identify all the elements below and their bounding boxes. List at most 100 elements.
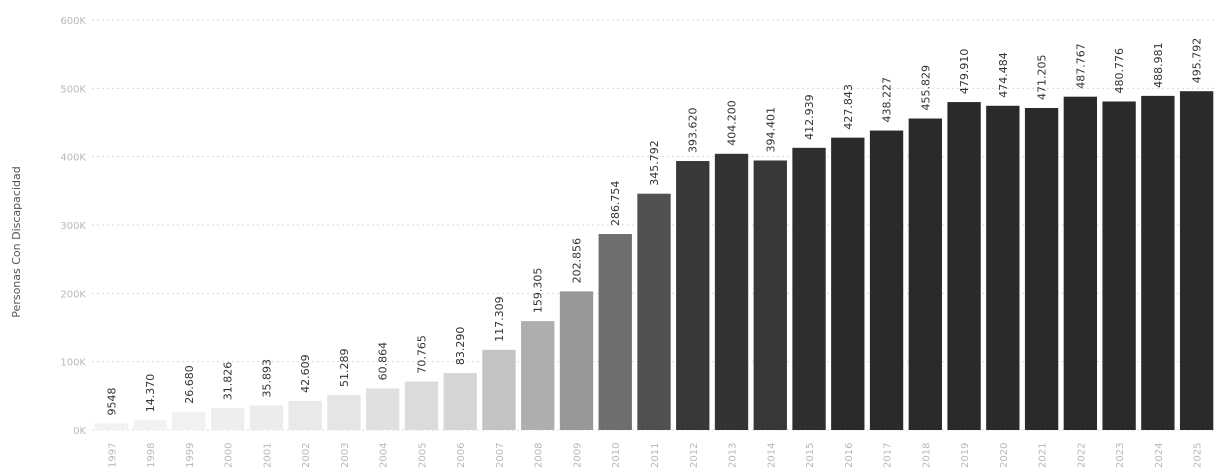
data-label: 427.843 <box>842 84 855 130</box>
data-label: 286.754 <box>609 181 622 227</box>
bar-2009 <box>559 291 594 430</box>
bar-2022 <box>1063 96 1098 430</box>
bar-2008 <box>521 321 555 430</box>
x-tick-label: 2002 <box>301 443 312 468</box>
bar-1998 <box>133 420 167 430</box>
bar-2020 <box>986 105 1020 431</box>
x-tick-label: 2007 <box>495 443 506 468</box>
y-tick-label: 500K <box>60 84 86 95</box>
data-label: 393.620 <box>687 108 700 154</box>
data-label: 83.290 <box>454 327 467 366</box>
data-label: 14.370 <box>144 374 157 413</box>
data-label: 9548 <box>105 387 118 415</box>
bar-2005 <box>404 381 439 430</box>
x-tick-label: 2018 <box>921 443 932 468</box>
x-tick-label: 1997 <box>107 443 118 468</box>
data-label: 487.767 <box>1074 43 1087 89</box>
x-tick-label: 2004 <box>379 443 390 468</box>
x-tick-label: 2024 <box>1154 443 1165 468</box>
x-tick-label: 2023 <box>1115 443 1126 468</box>
data-label: 480.776 <box>1113 48 1126 94</box>
data-label: 26.680 <box>183 365 196 404</box>
x-tick-label: 2011 <box>650 443 661 468</box>
data-label: 438.227 <box>881 77 894 123</box>
data-label: 455.829 <box>919 65 932 111</box>
bar-2023 <box>1102 101 1136 431</box>
bar-2012 <box>676 161 710 430</box>
x-tick-label: 2015 <box>805 443 816 468</box>
bar-2000 <box>210 408 245 430</box>
x-tick-label: 2010 <box>611 443 622 468</box>
bar-2016 <box>831 137 865 430</box>
bar-1999 <box>172 411 206 430</box>
data-label: 488.981 <box>1152 42 1165 88</box>
x-tick-label: 2019 <box>960 443 971 468</box>
bar-2002 <box>288 400 322 430</box>
x-tick-label: 2005 <box>417 443 428 468</box>
x-tick-label: 2021 <box>1038 443 1049 468</box>
x-tick-label: 2013 <box>728 443 739 468</box>
y-axis-ticks: 0K 100K 200K 300K 400K 500K 600K <box>60 16 86 437</box>
data-label: 70.765 <box>415 335 428 374</box>
data-label: 495.792 <box>1191 38 1204 84</box>
data-label: 42.609 <box>299 354 312 393</box>
bar-2017 <box>869 130 904 431</box>
bar-2003 <box>327 394 361 430</box>
bar-2015 <box>792 147 826 430</box>
data-label: 479.910 <box>958 49 971 95</box>
bar-2025 <box>1179 91 1214 430</box>
x-tick-label: 1998 <box>146 443 157 468</box>
y-tick-label: 0K <box>73 426 86 437</box>
data-labels: 9548 14.370 26.680 31.826 35.893 42.609 51.289… <box>105 38 1203 416</box>
x-tick-label: 2016 <box>844 443 855 468</box>
data-label: 471.205 <box>1036 55 1049 101</box>
data-label: 412.939 <box>803 94 816 140</box>
data-label: 60.864 <box>377 342 390 381</box>
bar-2011 <box>637 193 671 430</box>
y-axis-label: Personas Con Discapacidad <box>10 166 23 317</box>
y-tick-label: 300K <box>60 221 86 232</box>
bar-2006 <box>443 373 477 430</box>
x-axis-ticks: 1997 1998 1999 2000 2001 2002 2003 2004 2005 2006… <box>107 443 1203 468</box>
bars <box>94 91 1214 431</box>
bar-1997 <box>94 423 129 430</box>
x-tick-label: 2006 <box>456 443 467 468</box>
bar-2024 <box>1141 95 1175 431</box>
x-tick-label: 2003 <box>340 443 351 468</box>
bar-2004 <box>366 388 400 430</box>
x-tick-label: 2025 <box>1193 443 1204 468</box>
y-tick-label: 400K <box>60 153 86 164</box>
bar-2018 <box>908 118 942 431</box>
x-tick-label: 2012 <box>689 443 700 468</box>
x-tick-label: 2017 <box>883 443 894 468</box>
data-label: 159.305 <box>532 268 545 314</box>
x-tick-label: 2014 <box>766 443 777 468</box>
y-tick-label: 200K <box>60 289 86 300</box>
bar-2013 <box>714 153 749 430</box>
bar-2014 <box>753 160 787 430</box>
bar-2019 <box>947 102 981 431</box>
bar-2021 <box>1024 108 1059 430</box>
x-tick-label: 2008 <box>534 443 545 468</box>
data-label: 474.484 <box>997 52 1010 98</box>
bar-2007 <box>482 349 516 430</box>
x-tick-label: 2000 <box>224 443 235 468</box>
data-label: 31.826 <box>222 362 235 400</box>
x-tick-label: 2001 <box>262 443 273 468</box>
y-tick-label: 100K <box>60 358 86 369</box>
data-label: 35.893 <box>260 359 273 398</box>
y-tick-label: 600K <box>60 16 86 27</box>
x-tick-label: 2022 <box>1076 443 1087 468</box>
data-label: 202.856 <box>570 238 583 284</box>
x-tick-label: 2020 <box>999 443 1010 468</box>
data-label: 394.401 <box>764 107 777 153</box>
x-tick-label: 1999 <box>185 443 196 468</box>
data-label: 51.289 <box>338 348 351 387</box>
x-tick-label: 2009 <box>572 443 583 468</box>
bar-2001 <box>249 405 284 430</box>
bar-2010 <box>598 234 632 430</box>
data-label: 345.792 <box>648 140 661 186</box>
data-label: 117.309 <box>493 296 506 342</box>
data-label: 404.200 <box>726 100 739 146</box>
